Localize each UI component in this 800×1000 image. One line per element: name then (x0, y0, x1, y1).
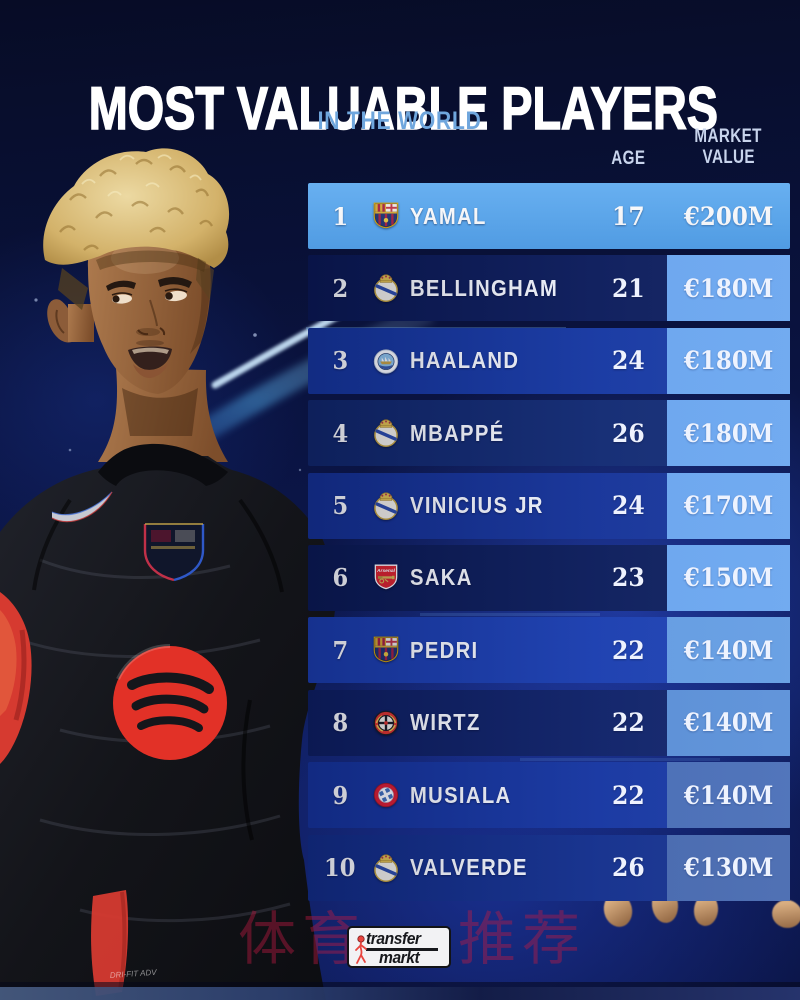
market-value-cell: €140M (667, 689, 790, 756)
transfermarkt-logo-underline (366, 948, 438, 951)
table-row: 10 VALVERDE 26 €130M (308, 834, 790, 901)
player-age: 21 (611, 273, 645, 303)
player-name: HAALAND (410, 347, 520, 374)
player-name: VALVERDE (410, 854, 528, 881)
rank-number: 1 (332, 201, 348, 231)
player-age: 22 (611, 708, 645, 738)
barcelona-crest-icon (364, 183, 408, 249)
page-title: MOST VALUABLE PLAYERS (88, 75, 719, 143)
watermark-chinese-right: 推荐 (458, 905, 587, 973)
leverkusen-crest-icon (364, 690, 408, 756)
rank-number: 2 (332, 273, 348, 303)
spotify-logo (113, 643, 227, 760)
transfermarkt-logo-text-top: transfer (366, 929, 421, 948)
rankings-table: 1 YAMAL 17 €200M 2 BELLINGHAM 21 €180M 3… (308, 183, 790, 907)
arsenal-crest-icon: Arsenal (364, 545, 408, 611)
age-column-header: AGE (610, 148, 646, 169)
player-name: YAMAL (410, 202, 487, 229)
table-row: 5 VINICIUS JR 24 €170M (308, 472, 790, 539)
table-row: 9 MUSIALA 22 €140M (308, 762, 790, 829)
table-row: 1 YAMAL 17 €200M (308, 183, 790, 249)
player-name: PEDRI (410, 636, 479, 663)
player-age: 23 (611, 563, 645, 593)
rank-number: 7 (332, 635, 348, 665)
transfermarkt-logo: transfer markt (347, 926, 451, 968)
real-madrid-crest-icon (364, 400, 408, 466)
market-value-cell: €130M (667, 834, 790, 901)
player-age: 24 (611, 491, 645, 521)
player-age: 22 (611, 635, 645, 665)
market-value-cell: €200M (683, 201, 774, 231)
player-age: 22 (611, 780, 645, 810)
player-hair (43, 148, 230, 268)
bottom-dark-line (0, 982, 800, 987)
bottom-strip (0, 987, 800, 1000)
page-subtitle: IN THE WORLD (317, 107, 483, 135)
market-value-cell: €140M (667, 617, 790, 684)
player-eyebrows (106, 280, 136, 291)
dri-fit-label: DRI-FIT ADV (110, 968, 158, 980)
real-madrid-crest-icon (364, 835, 408, 901)
player-name: SAKA (410, 564, 473, 591)
player-name: MUSIALA (410, 781, 512, 808)
transfermarkt-logo-text-bottom: markt (379, 948, 420, 967)
table-row: 6 Arsenal SAKA 23 €150M (308, 544, 790, 611)
player-age: 17 (611, 201, 645, 231)
player-name: MBAPPÉ (410, 419, 505, 446)
rank-number: 4 (332, 418, 348, 448)
rank-number: 8 (332, 708, 348, 738)
svg-text:Arsenal: Arsenal (376, 568, 396, 574)
table-row: 4 MBAPPÉ 26 €180M (308, 400, 790, 467)
market-value-cell: €180M (667, 327, 790, 394)
player-age: 26 (611, 418, 645, 448)
table-row: 7 PEDRI 22 €140M (308, 617, 790, 684)
player-age: 24 (611, 346, 645, 376)
man-city-crest-icon (364, 328, 408, 394)
table-row: 2 BELLINGHAM 21 €180M (308, 255, 790, 322)
player-age: 26 (611, 853, 645, 883)
real-madrid-crest-icon (364, 473, 408, 539)
market-value-cell: €140M (667, 762, 790, 829)
barcelona-crest-icon (364, 617, 408, 683)
market-value-cell: €170M (667, 472, 790, 539)
rank-number: 5 (332, 491, 348, 521)
rank-number: 6 (332, 563, 348, 593)
player-name: VINICIUS JR (410, 492, 544, 519)
player-photo-yamal: DRI-FIT ADV (0, 148, 336, 1000)
table-row: 8 WIRTZ 22 €140M (308, 689, 790, 756)
market-value-column-header: MARKET VALUE (694, 126, 763, 168)
hair-curl-texture (59, 158, 214, 251)
transfermarkt-stickman-icon (355, 935, 367, 964)
rank-number: 10 (324, 853, 356, 883)
table-row: 3 HAALAND 24 €180M (308, 327, 790, 394)
player-name: BELLINGHAM (410, 274, 559, 301)
rank-number: 9 (332, 780, 348, 810)
market-value-cell: €150M (667, 544, 790, 611)
bayern-munich-crest-icon (364, 762, 408, 828)
real-madrid-crest-icon (364, 255, 408, 321)
market-value-cell: €180M (667, 255, 790, 322)
watermark-chinese-left: 体育 (238, 905, 367, 973)
player-name: WIRTZ (410, 709, 481, 736)
red-shorts-patch (91, 890, 129, 996)
player-eyes (111, 288, 188, 304)
rank-number: 3 (332, 346, 348, 376)
market-value-cell: €180M (667, 400, 790, 467)
